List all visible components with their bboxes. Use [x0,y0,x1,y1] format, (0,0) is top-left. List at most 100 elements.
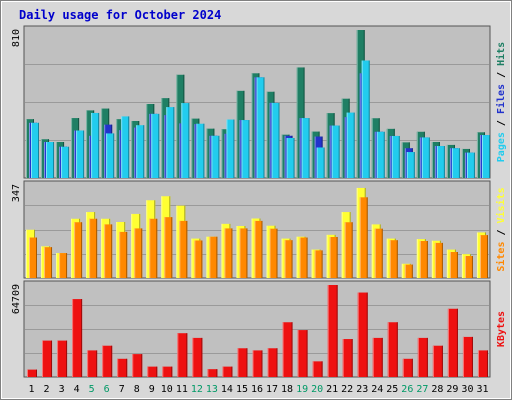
pages-bar-shade [338,125,340,178]
kbytes-bar-fill [42,340,53,377]
series-side-label-part: / [496,66,507,84]
sites-bar-shade [441,242,443,278]
pages-bar-fill [226,119,235,178]
kbytes-bar-shade [396,322,398,377]
kbytes-bar-highlight [282,322,284,377]
files-bar-highlight [344,117,346,178]
sites-bar-fill [449,252,458,278]
sites-bar-shade [306,237,308,278]
pages-bar-shade [83,130,85,178]
hits-bar-highlight [236,90,238,178]
pages-bar [211,135,220,178]
sites-bar-shade [246,228,248,278]
files-bar-highlight [254,77,256,178]
sites-bar-fill [269,228,278,278]
x-tick-label: 13 [206,384,218,395]
hits-bar-highlight [26,119,27,178]
kbytes-bar [342,339,353,377]
kbytes-bar-highlight [432,345,434,377]
visits-bar-highlight [221,223,223,278]
sites-bar [89,218,98,278]
kbytes-bar-highlight [252,350,254,377]
sites-bar [149,218,158,278]
x-tick-label: 6 [104,384,110,395]
sites-bar-highlight [149,218,151,278]
pages-bar [451,148,460,178]
pages-bar-shade [443,146,445,178]
files-bar-highlight [329,125,331,178]
hits-bar-highlight [101,108,103,178]
pages-bar [61,146,70,178]
sites-bar-shade [411,264,413,278]
pages-bar [286,137,295,178]
kbytes-bar-fill [282,322,293,377]
sites-bar [209,236,218,278]
files-bar-highlight [149,113,151,178]
sites-bar-highlight [29,237,30,278]
sites-bar-shade [261,220,263,278]
kbytes-panel: 64709 KBytes [11,280,507,378]
sites-bar-shade [396,240,398,278]
sites-bar-highlight [239,228,241,278]
sites-bar-shade [171,217,173,278]
sites-bar [59,253,68,278]
pages-bar-fill [436,146,445,178]
pages-bar-fill [136,125,145,178]
files-bar-highlight [194,124,196,178]
x-tick-label: 7 [119,384,125,395]
hits-bar-highlight [191,118,193,178]
pages-bar-highlight [406,152,408,178]
sites-bar [479,235,488,278]
pages-bar-highlight [61,146,63,178]
pages-bar [376,131,385,178]
pages-bar-shade [113,133,115,178]
hits-bar-highlight [116,119,118,178]
x-tick-label: 22 [341,384,353,395]
kbytes-bar [102,345,113,377]
sites-bar-highlight [434,242,436,278]
pages-bar-shade [308,118,310,178]
pages-bar [46,142,55,178]
kbytes-bar [162,366,173,377]
hits-bar-highlight [86,110,88,178]
kbytes-bar-shade [201,337,203,377]
visits-bar-highlight [461,254,463,278]
kbytes-bar-shade [381,337,383,377]
sites-bar-fill [404,264,413,278]
kbytes-bar-highlight [192,337,194,377]
hits-bar-highlight [206,128,208,178]
pages-bar-fill [466,152,475,178]
sites-bar-shade [471,256,473,278]
pages-bar-shade [413,152,415,178]
hits-bar-highlight [161,98,163,178]
pages-bar-shade [233,119,235,178]
pages-bar-shade [158,113,160,178]
kbytes-bar-highlight [222,366,224,377]
sites-bar-shade [96,218,98,278]
sites-bar-fill [299,237,308,278]
kbytes-bar-fill [432,345,443,377]
pages-bar-shade [323,147,325,178]
kbytes-bar [132,354,143,377]
sites-bar-highlight [284,240,286,278]
pages-bar-shade [383,131,385,178]
y-max-label: 64709 [11,284,22,314]
sites-bar-shade [186,220,188,278]
sites-bar [314,250,323,278]
pages-bar-fill [481,135,490,178]
sites-bar-fill [44,247,53,278]
sites-bar-shade [291,240,293,278]
kbytes-bar-shade [96,350,98,377]
pages-bar-fill [271,102,280,178]
pages-bar-fill [391,135,400,178]
sites-bar-fill [434,242,443,278]
kbytes-bar [177,333,188,377]
kbytes-bar [207,369,218,377]
visits-bar-highlight [476,232,478,278]
files-bar-highlight [239,120,241,178]
kbytes-bar-fill [102,345,113,377]
sites-bar-highlight [194,240,196,278]
kbytes-bar-shade [246,348,248,377]
sites-bar-highlight [209,236,211,278]
kbytes-bar [372,337,383,377]
